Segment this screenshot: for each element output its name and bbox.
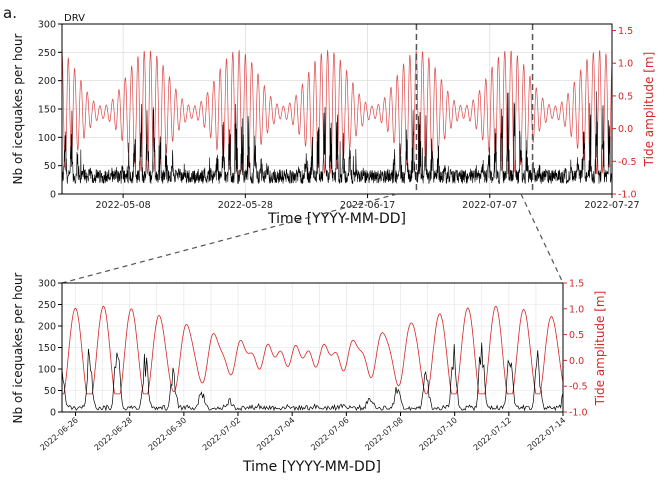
zoom-ytick-right-label: 0.0 xyxy=(569,356,584,367)
zoom-xtick-label: 2022-07-06 xyxy=(309,416,350,453)
overview-ytick-right-label: 1.0 xyxy=(618,59,633,70)
zoom-ytick-right-label: -1.0 xyxy=(569,408,588,419)
zoom-xtick-label: 2022-06-30 xyxy=(147,416,188,453)
overview-ticks: 2022-05-08 2022-05-28 2022-06-17 2022-07-07… xyxy=(38,20,640,212)
overview-ytick-right-label: -0.5 xyxy=(618,157,637,168)
overview-ytick-label: 0 xyxy=(50,190,56,201)
overview-icequake-line xyxy=(61,91,613,185)
overview-ylabel-right: Tide amplitude [m] xyxy=(642,52,656,168)
overview-tide-line xyxy=(61,49,613,175)
zoom-grid xyxy=(62,282,564,413)
zoom-xtick-label: 2022-07-12 xyxy=(472,416,513,453)
overview-icequake-series xyxy=(61,91,613,185)
overview-ytick-label: 50 xyxy=(44,161,56,172)
zoom-connector-right xyxy=(520,193,564,284)
overview-ytick-right-label: 0.5 xyxy=(618,91,633,102)
zoom-icequake-line xyxy=(61,342,564,412)
zoom-ytick-right-label: 0.5 xyxy=(569,330,584,341)
overview-ytick-label: 200 xyxy=(38,76,56,87)
overview-xlabel: Time [YYYY-MM-DD] xyxy=(267,211,406,227)
zoom-ytick-label: 300 xyxy=(38,279,56,290)
overview-ytick-label: 250 xyxy=(38,48,56,59)
overview-ytick-label: 150 xyxy=(38,105,56,116)
overview-ytick-right-label: 0.0 xyxy=(618,124,633,135)
overview-ytick-right-label: -1.0 xyxy=(618,190,637,201)
overview-zoom-markers xyxy=(415,24,534,194)
panel-label: a. xyxy=(3,4,17,22)
zoom-icequake-series xyxy=(61,342,564,412)
zoom-ytick-label: 100 xyxy=(38,365,56,376)
zoom-ytick-right-label: 1.0 xyxy=(569,304,584,315)
zoom-ytick-label: 150 xyxy=(38,343,56,354)
overview-ylabel: Nb of icequakes per hour xyxy=(11,33,25,184)
zoom-ylabel: Nb of icequakes per hour xyxy=(11,272,25,423)
overview-ytick-label: 300 xyxy=(38,20,56,31)
zoom-xtick-label: 2022-07-08 xyxy=(363,416,404,453)
overview-ytick-label: 100 xyxy=(38,133,56,144)
zoom-xtick-label: 2022-07-10 xyxy=(418,416,459,453)
zoom-ytick-label: 0 xyxy=(50,408,56,419)
zoom-xtick-label: 2022-07-04 xyxy=(255,416,296,453)
overview-xtick-label: 2022-07-27 xyxy=(584,200,639,211)
site-label: DRV xyxy=(64,13,85,24)
zoom-tide-series xyxy=(62,305,564,395)
overview-tide-series xyxy=(61,49,613,175)
zoom-xlabel: Time [YYYY-MM-DD] xyxy=(242,459,381,475)
zoom-ytick-label: 200 xyxy=(38,322,56,333)
zoom-tide-line xyxy=(62,305,564,395)
overview-ytick-right-label: 1.5 xyxy=(618,26,633,37)
overview-xtick-label: 2022-06-17 xyxy=(340,200,395,211)
zoom-chart: 2022-06-26 2022-06-28 2022-06-30 2022-07-02… xyxy=(11,272,607,475)
overview-chart: 2022-05-08 2022-05-28 2022-06-17 2022-07-07… xyxy=(11,20,656,228)
zoom-xtick-label: 2022-06-28 xyxy=(93,416,134,453)
zoom-ytick-label: 250 xyxy=(38,300,56,311)
zoom-ytick-label: 50 xyxy=(44,386,56,397)
zoom-ytick-right-label: 1.5 xyxy=(569,279,584,290)
zoom-xtick-label: 2022-07-14 xyxy=(526,416,567,453)
overview-xtick-label: 2022-05-28 xyxy=(218,200,273,211)
overview-xtick-label: 2022-05-08 xyxy=(96,200,151,211)
zoom-ytick-right-label: -0.5 xyxy=(569,382,588,393)
zoom-connector-left xyxy=(61,193,398,284)
zoom-xtick-label: 2022-06-26 xyxy=(38,416,79,453)
overview-xtick-label: 2022-07-07 xyxy=(462,200,517,211)
zoom-xtick-label: 2022-07-02 xyxy=(201,416,242,453)
zoom-ylabel-right: Tide amplitude [m] xyxy=(593,291,607,407)
